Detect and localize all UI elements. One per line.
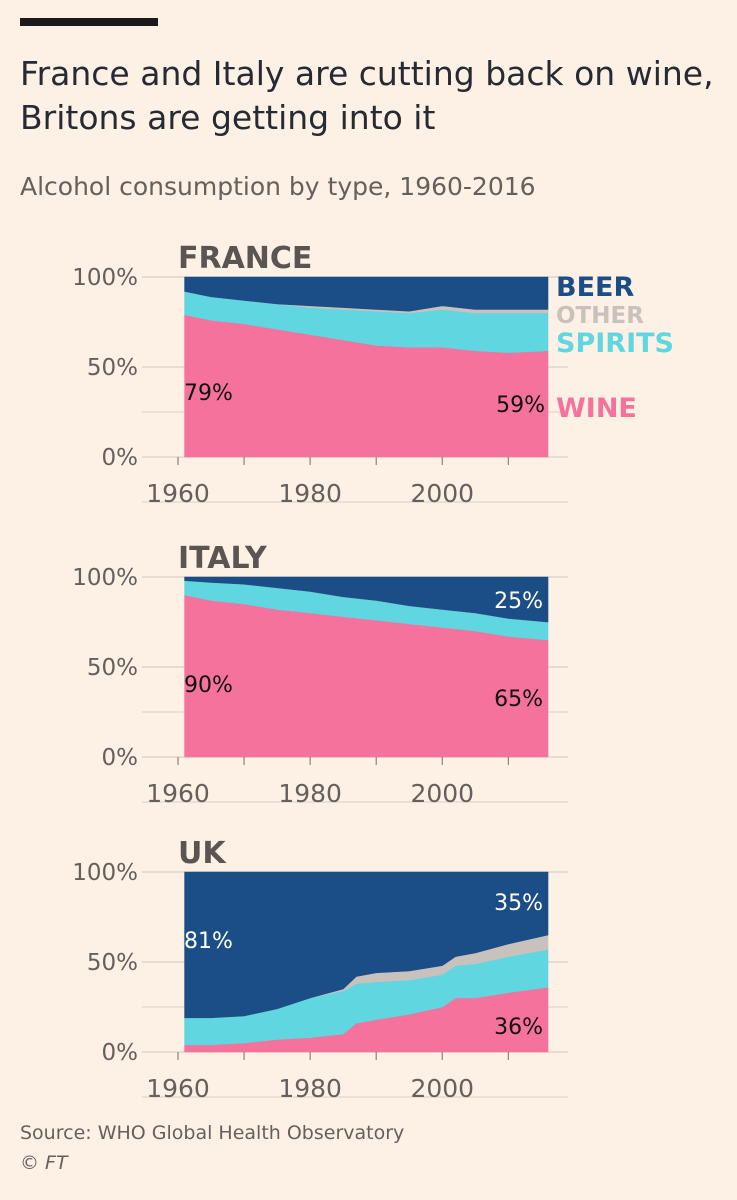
chart-subtitle: Alcohol consumption by type, 1960-2016 <box>20 172 536 201</box>
uk-value-label: 81% <box>184 929 233 954</box>
italy-value-label: 65% <box>494 687 543 712</box>
uk-xtick-label: 2000 <box>410 1074 474 1103</box>
france-ytick-label: 50% <box>87 355 138 381</box>
uk-xtick-label: 1980 <box>278 1074 342 1103</box>
italy-ytick-label: 50% <box>87 655 138 681</box>
chart-title: France and Italy are cutting back on win… <box>20 54 714 137</box>
france-xtick-label: 1980 <box>278 479 342 508</box>
italy-xtick-label: 2000 <box>410 779 474 808</box>
france-xtick-label: 2000 <box>410 479 474 508</box>
france-value-label: 79% <box>184 381 233 406</box>
italy-ytick-label: 0% <box>102 745 139 771</box>
legend-label-spirits: SPIRITS <box>556 328 674 359</box>
italy-xtick-label: 1960 <box>146 779 210 808</box>
source-note: Source: WHO Global Health Observatory <box>20 1122 405 1144</box>
italy-ytick-label: 100% <box>72 565 138 591</box>
italy-value-label: 90% <box>184 673 233 698</box>
italy-panel-title: ITALY <box>178 541 268 576</box>
uk-ytick-label: 50% <box>87 950 138 976</box>
legend-label-other: OTHER <box>556 303 644 329</box>
legend-label-beer: BEER <box>556 272 634 303</box>
uk-ytick-label: 100% <box>72 860 138 886</box>
italy-value-label: 25% <box>494 589 543 614</box>
france-area-beer <box>184 276 549 312</box>
france-ytick-label: 100% <box>72 265 138 291</box>
uk-area-beer <box>184 871 549 1019</box>
france-xtick-label: 1960 <box>146 479 210 508</box>
italy-area-beer <box>184 576 549 623</box>
top-rule <box>20 18 158 26</box>
italy-xtick-label: 1980 <box>278 779 342 808</box>
copyright-note: © FT <box>20 1152 68 1174</box>
uk-panel-title: UK <box>178 836 227 871</box>
france-panel-title: FRANCE <box>178 241 312 276</box>
france-value-label: 59% <box>496 393 545 418</box>
uk-ytick-label: 0% <box>102 1040 139 1066</box>
legend-label-wine: WINE <box>556 393 637 424</box>
france-ytick-label: 0% <box>102 445 139 471</box>
uk-xtick-label: 1960 <box>146 1074 210 1103</box>
uk-value-label: 35% <box>494 891 543 916</box>
uk-value-label: 36% <box>494 1015 543 1040</box>
